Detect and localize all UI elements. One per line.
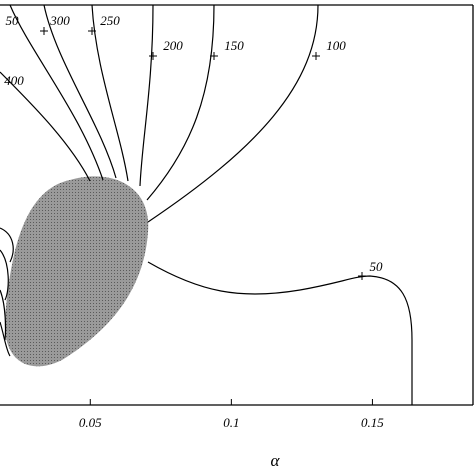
contour-label: 400 [4,73,24,88]
contour-label: 250 [100,13,120,28]
contour-label: 100 [326,38,346,53]
contour-label: 150 [224,38,244,53]
contour-label: 200 [163,38,183,53]
x-tick-label: 0.05 [79,415,102,430]
contour-lines [0,4,413,405]
contour-label: 300 [49,13,70,28]
shaded-region [4,176,149,367]
contour-label: 50 [370,259,384,274]
x-axis-label: α [271,451,281,470]
x-tick-label: 0.1 [223,415,239,430]
contour-label: 50 [6,13,20,28]
contour-label-ticks [40,27,366,280]
x-tick-label: 0.15 [361,415,384,430]
plot-frame [0,4,474,406]
